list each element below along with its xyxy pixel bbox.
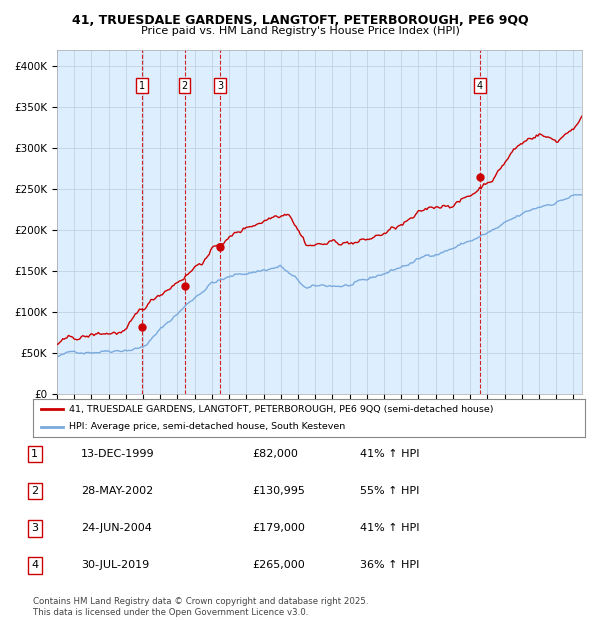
Text: 55% ↑ HPI: 55% ↑ HPI (360, 486, 419, 496)
Text: 4: 4 (477, 81, 483, 91)
Text: 41, TRUESDALE GARDENS, LANGTOFT, PETERBOROUGH, PE6 9QQ (semi-detached house): 41, TRUESDALE GARDENS, LANGTOFT, PETERBO… (69, 404, 493, 414)
Text: £179,000: £179,000 (252, 523, 305, 533)
Text: 1: 1 (31, 449, 38, 459)
Text: 3: 3 (31, 523, 38, 533)
Text: 28-MAY-2002: 28-MAY-2002 (81, 486, 153, 496)
Text: 3: 3 (217, 81, 223, 91)
Text: Price paid vs. HM Land Registry's House Price Index (HPI): Price paid vs. HM Land Registry's House … (140, 26, 460, 36)
Text: 41% ↑ HPI: 41% ↑ HPI (360, 523, 419, 533)
Text: 13-DEC-1999: 13-DEC-1999 (81, 449, 155, 459)
Text: 36% ↑ HPI: 36% ↑ HPI (360, 560, 419, 570)
Text: 30-JUL-2019: 30-JUL-2019 (81, 560, 149, 570)
Text: 2: 2 (181, 81, 188, 91)
Text: 41, TRUESDALE GARDENS, LANGTOFT, PETERBOROUGH, PE6 9QQ: 41, TRUESDALE GARDENS, LANGTOFT, PETERBO… (71, 14, 529, 27)
Text: 2: 2 (31, 486, 38, 496)
Text: 41% ↑ HPI: 41% ↑ HPI (360, 449, 419, 459)
Text: 24-JUN-2004: 24-JUN-2004 (81, 523, 152, 533)
Text: £130,995: £130,995 (252, 486, 305, 496)
Text: 4: 4 (31, 560, 38, 570)
Text: Contains HM Land Registry data © Crown copyright and database right 2025.
This d: Contains HM Land Registry data © Crown c… (33, 598, 368, 617)
Text: £82,000: £82,000 (252, 449, 298, 459)
Text: £265,000: £265,000 (252, 560, 305, 570)
Text: 1: 1 (139, 81, 145, 91)
Text: HPI: Average price, semi-detached house, South Kesteven: HPI: Average price, semi-detached house,… (69, 422, 345, 432)
